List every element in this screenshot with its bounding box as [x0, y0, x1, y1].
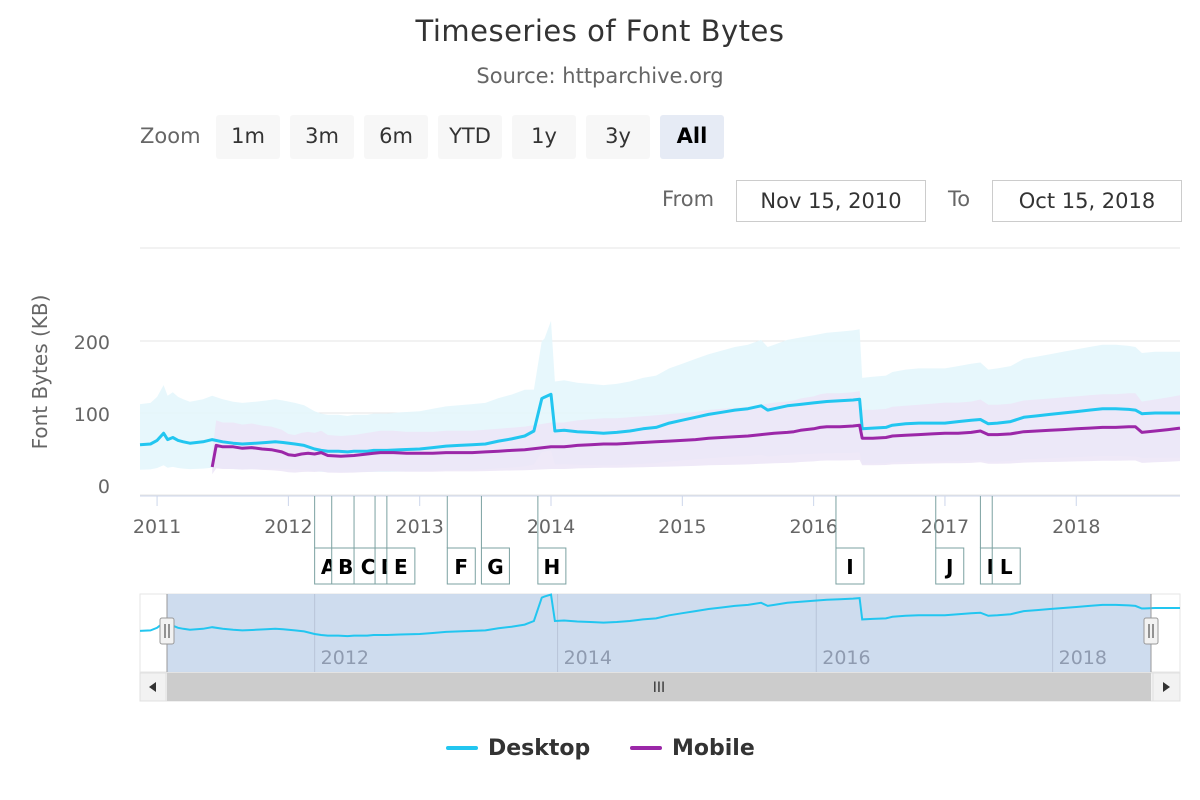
x-tick-label: 2011: [133, 516, 181, 538]
zoom-button-3m[interactable]: 3m: [290, 115, 354, 159]
y-tick-label: 200: [74, 332, 110, 354]
flag-box: [386, 547, 416, 585]
flag-label: J: [944, 555, 953, 579]
legend-swatch: [446, 746, 478, 750]
flag-label: G: [487, 555, 503, 579]
navigator-tick-label: 2012: [321, 647, 369, 669]
x-tick-label: 2015: [658, 516, 706, 538]
legend-label: Desktop: [488, 735, 591, 761]
desktop-series-line: [139, 392, 1180, 454]
zoom-button-3y[interactable]: 3y: [586, 115, 650, 159]
flag-label: C: [361, 555, 376, 579]
legend-item-desktop[interactable]: Desktop: [446, 732, 590, 764]
x-tick-label: 2013: [396, 516, 444, 538]
flag-box: [480, 547, 510, 585]
flag-box: [537, 547, 567, 585]
navigator-tick-label: 2018: [1059, 647, 1107, 669]
to-date-input[interactable]: Oct 15, 2018: [992, 180, 1182, 222]
navigator-series-line: [139, 593, 1180, 638]
legend-label: Mobile: [672, 735, 755, 761]
navigator-selected-range: [167, 594, 1151, 672]
from-label: From: [662, 187, 715, 211]
legend-item-mobile[interactable]: Mobile: [630, 732, 755, 764]
zoom-button-1y[interactable]: 1y: [512, 115, 576, 159]
navigator-tick-label: 2016: [822, 647, 870, 669]
flag-label: F: [454, 555, 468, 579]
chart-subtitle: Source: httparchive.org: [476, 64, 724, 88]
navigator-right-handle[interactable]: [1143, 617, 1159, 645]
x-tick-label: 2012: [264, 516, 312, 538]
handle-body: [1143, 617, 1159, 645]
flag-label: B: [338, 555, 353, 579]
to-label: To: [948, 187, 971, 211]
scrollbar-thumb[interactable]: [167, 673, 1151, 701]
flag-label: I: [846, 555, 853, 579]
x-tick-label: 2014: [527, 516, 575, 538]
y-axis-title: Font Bytes (KB): [28, 295, 52, 450]
x-tick-label: 2017: [921, 516, 969, 538]
x-tick-label: 2016: [789, 516, 837, 538]
zoom-button-6m[interactable]: 6m: [364, 115, 428, 159]
navigator-left-handle[interactable]: [159, 617, 175, 645]
x-tick-label: 2018: [1052, 516, 1100, 538]
from-date-input[interactable]: Nov 15, 2010: [736, 180, 926, 222]
scroll-right-arrow-icon: [1163, 682, 1170, 692]
flag-box: [991, 547, 1021, 585]
zoom-button-all[interactable]: All: [660, 115, 724, 159]
flag-box: [935, 547, 965, 585]
flag-label: H: [544, 555, 561, 579]
flag-box: [835, 547, 865, 585]
zoom-label: Zoom: [140, 124, 201, 148]
mobile-series-line: [210, 423, 1181, 468]
y-tick-label: 100: [74, 404, 110, 426]
flag-label: E: [394, 555, 408, 579]
scrollbar-grip: III: [653, 680, 665, 696]
flag-box: [446, 547, 476, 585]
y-tick-label: 0: [98, 476, 110, 498]
scroll-left-arrow-icon: [149, 682, 156, 692]
zoom-button-1m[interactable]: 1m: [216, 115, 280, 159]
legend-swatch: [630, 746, 662, 750]
navigator-tick-label: 2014: [564, 647, 612, 669]
zoom-button-ytd[interactable]: YTD: [438, 115, 502, 159]
handle-body: [159, 617, 175, 645]
chart-title: Timeseries of Font Bytes: [415, 14, 785, 48]
flag-label: L: [1000, 555, 1013, 579]
